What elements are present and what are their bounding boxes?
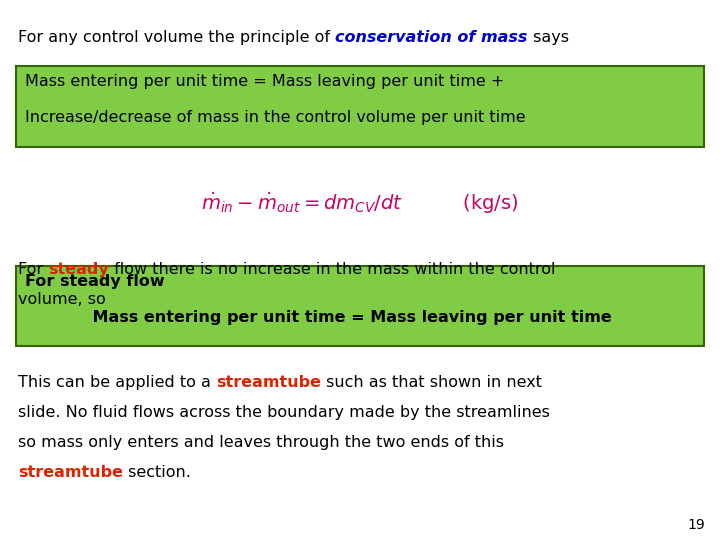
Text: streamtube: streamtube	[18, 465, 123, 480]
Text: $\dot{m}_{in} - \dot{m}_{out} = dm_{CV}/dt$          (kg/s): $\dot{m}_{in} - \dot{m}_{out} = dm_{CV}/…	[202, 190, 518, 215]
FancyBboxPatch shape	[16, 266, 704, 346]
Text: For steady flow: For steady flow	[25, 274, 165, 289]
Text: steady: steady	[48, 262, 109, 277]
Text: For any control volume the principle of: For any control volume the principle of	[18, 30, 335, 45]
Text: section.: section.	[123, 465, 191, 480]
Text: This can be applied to a: This can be applied to a	[18, 375, 216, 390]
Text: streamtube: streamtube	[216, 375, 321, 390]
FancyBboxPatch shape	[16, 66, 704, 147]
Text: Mass entering per unit time = Mass leaving per unit time: Mass entering per unit time = Mass leavi…	[25, 310, 612, 325]
Text: slide. No fluid flows across the boundary made by the streamlines: slide. No fluid flows across the boundar…	[18, 405, 550, 420]
Text: such as that shown in next: such as that shown in next	[321, 375, 542, 390]
Text: Increase/decrease of mass in the control volume per unit time: Increase/decrease of mass in the control…	[25, 110, 526, 125]
Text: says: says	[528, 30, 569, 45]
Text: volume, so: volume, so	[18, 292, 106, 307]
Text: For: For	[18, 262, 48, 277]
Text: so mass only enters and leaves through the two ends of this: so mass only enters and leaves through t…	[18, 435, 504, 450]
Text: 19: 19	[688, 518, 705, 532]
Text: Mass entering per unit time = Mass leaving per unit time +: Mass entering per unit time = Mass leavi…	[25, 74, 505, 89]
Text: conservation of mass: conservation of mass	[335, 30, 528, 45]
Text: flow there is no increase in the mass within the control: flow there is no increase in the mass wi…	[109, 262, 556, 277]
